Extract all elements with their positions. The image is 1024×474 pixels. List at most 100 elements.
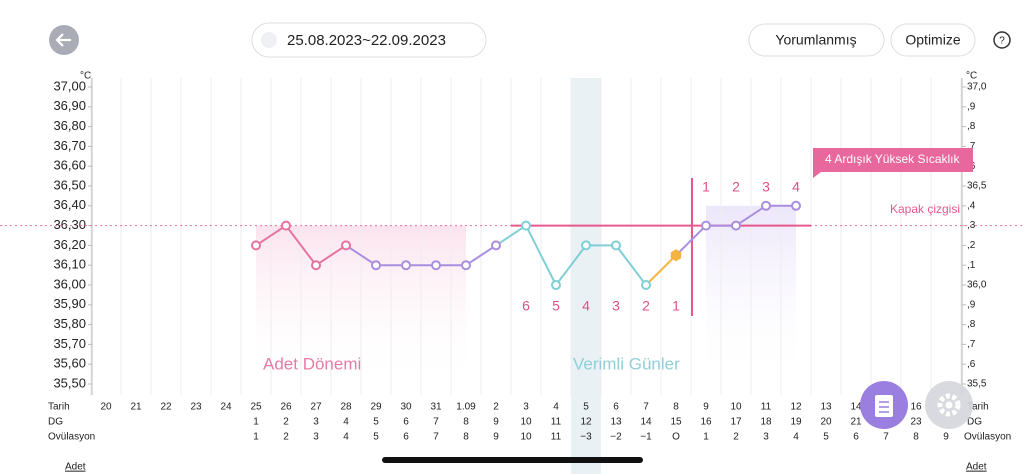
date-label: 5 — [583, 402, 589, 413]
date-label: 13 — [820, 402, 832, 413]
temp-point — [731, 220, 741, 231]
temp-point — [521, 220, 531, 231]
count-label: 2 — [732, 179, 740, 195]
button-label: Optimize — [905, 32, 960, 48]
date-label: 16 — [910, 402, 922, 413]
date-pill[interactable] — [251, 22, 487, 58]
temp-segment — [345, 244, 377, 267]
y-tick-label: 36,10 — [53, 257, 86, 272]
notes-icon — [875, 395, 893, 417]
ovulation-day: 9 — [943, 432, 949, 443]
cycle-day: 4 — [343, 417, 349, 428]
cycle-day: 9 — [493, 417, 499, 428]
phase-label: Adet Dönemi — [263, 354, 361, 373]
date-label: 26 — [280, 402, 292, 413]
y-tick-label: 37,00 — [53, 78, 86, 93]
temp-point — [611, 240, 621, 251]
ovulation-day: 1 — [703, 432, 709, 443]
settings-icon — [937, 393, 961, 417]
temp-point — [670, 249, 682, 262]
cycle-day: 6 — [403, 417, 409, 428]
cycle-day: 23 — [910, 417, 922, 428]
back-icon — [55, 33, 71, 47]
ovulation-day: 1 — [253, 432, 259, 443]
cycle-day: 7 — [433, 417, 439, 428]
date-label: 1.09 — [456, 402, 476, 413]
y-tick-label: 35,70 — [53, 336, 86, 351]
date-label: 11 — [761, 402, 772, 413]
y-tick-label: 35,90 — [53, 296, 86, 311]
y2-tick-label: ,7 — [967, 141, 976, 152]
cycle-day: 8 — [463, 417, 469, 428]
row-label: DG — [967, 417, 982, 428]
count-label: 3 — [762, 179, 770, 195]
date-label: 14 — [850, 402, 862, 413]
cycle-day: 13 — [610, 417, 622, 428]
date-label: 23 — [190, 402, 202, 413]
temp-point — [581, 240, 591, 251]
y-tick-label: 36,30 — [53, 217, 86, 232]
cycle-day: 3 — [313, 417, 319, 428]
row-label: Ovülasyon — [964, 432, 1011, 443]
cycle-day: 16 — [700, 417, 712, 428]
temp-segment — [315, 244, 347, 267]
temp-point — [281, 220, 291, 231]
help-mark: ? — [999, 36, 1005, 47]
interpreted-button[interactable] — [748, 23, 885, 57]
temp-segment — [525, 225, 557, 286]
button-label: Yorumlanmış — [775, 32, 856, 48]
date-label: 6 — [613, 402, 619, 413]
ovulation-day: 7 — [883, 432, 889, 443]
y-tick-label: 36,20 — [53, 237, 86, 252]
ovulation-day: 4 — [343, 432, 349, 443]
cover-line-label: Kapak çizgisi — [890, 202, 960, 216]
plot: °C °C37,0036,9036,8036,7036,6036,5036,403… — [0, 71, 1024, 474]
date-label: 9 — [703, 402, 709, 413]
ovulation-day: 8 — [913, 432, 919, 443]
temp-segment — [285, 224, 317, 266]
cycle-day: 18 — [760, 417, 772, 428]
row-label: Ovülasyon — [48, 432, 95, 443]
y-tick-label: 36,40 — [53, 197, 86, 212]
temp-point — [371, 260, 381, 271]
y2-tick-label: 35,5 — [967, 379, 987, 390]
home-indicator — [382, 457, 643, 463]
y-tick-label: 35,60 — [53, 356, 86, 371]
row-label: Adet — [966, 462, 987, 473]
date-label: 3 — [523, 402, 529, 413]
y2-tick-label: ,2 — [967, 240, 976, 251]
date-label: 31 — [430, 402, 442, 413]
y2-tick-label: ,8 — [967, 319, 976, 330]
cycle-day: 15 — [670, 417, 682, 428]
date-label: 7 — [643, 402, 649, 413]
y-tick-label: 35,80 — [53, 316, 86, 331]
row-label: Tarih — [967, 402, 989, 413]
optimize-button[interactable] — [890, 23, 976, 57]
y2-tick-label: ,8 — [967, 121, 976, 132]
phase-label: Verimli Günler — [573, 354, 680, 373]
date-label: 30 — [400, 402, 412, 413]
cycle-day: 21 — [850, 417, 862, 428]
ovulation-day: 5 — [823, 432, 829, 443]
ovulation-day: 4 — [793, 432, 799, 443]
ovulation-day: 3 — [763, 432, 769, 443]
date-label: 12 — [790, 402, 802, 413]
cycle-day: 12 — [580, 417, 592, 428]
temp-point — [401, 260, 411, 271]
temp-segment — [615, 244, 647, 286]
date-icon — [261, 32, 277, 48]
ovulation-day: 11 — [551, 432, 562, 443]
cycle-day: 11 — [551, 417, 562, 428]
temp-point — [551, 280, 561, 290]
y2-tick-label: ,9 — [967, 101, 976, 112]
temp-segment — [465, 244, 497, 267]
fertile-band — [571, 78, 601, 474]
help-icon[interactable] — [993, 31, 1011, 49]
ovulation-day: 2 — [733, 432, 739, 443]
temp-point — [341, 240, 351, 251]
count-label: 1 — [672, 298, 680, 314]
y-tick-label: 36,00 — [53, 276, 86, 291]
ovulation-day: −3 — [580, 432, 592, 443]
temp-segment — [675, 224, 707, 257]
